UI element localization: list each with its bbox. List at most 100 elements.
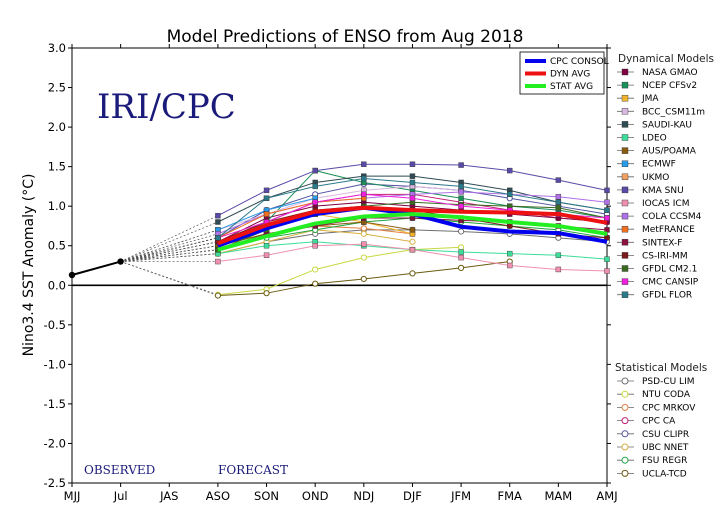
model-line <box>217 246 462 296</box>
model-point <box>507 250 513 257</box>
y-tick-label: -2.0 <box>44 436 66 450</box>
model-point <box>458 249 464 255</box>
statistical-legend-label: CSU CLIPR <box>642 430 689 440</box>
model-point <box>215 219 221 225</box>
y-tick-label: 3.0 <box>48 41 66 55</box>
x-tick-label: OND <box>302 489 329 503</box>
consensus-legend-label: STAT AVG <box>550 82 593 92</box>
model-point <box>457 264 465 271</box>
statistical-legend-swatch <box>621 430 629 438</box>
chart-title: Model Predictions of ENSO from Aug 2018 <box>167 27 524 47</box>
model-point <box>360 225 367 232</box>
dynamical-legend-label: ECMWF <box>642 160 676 170</box>
dynamical-legend-label: SAUDI-KAU <box>642 120 692 130</box>
model-point <box>360 254 367 261</box>
dynamical-legend: Dynamical Models NASA GMAO NCEP CFSv2 JMA B… <box>617 53 714 301</box>
x-tick-label: NDJ <box>353 489 374 503</box>
x-tick-label: FMA <box>498 489 523 503</box>
model-point <box>312 243 318 249</box>
model-point <box>215 235 221 241</box>
x-tick-label: AMJ <box>596 489 617 503</box>
dynamical-legend-swatch <box>621 68 629 76</box>
model-point <box>457 244 465 251</box>
model-point <box>458 162 464 168</box>
plot-frame <box>71 47 608 484</box>
watermark-label: IRI/CPC <box>97 87 236 127</box>
model-point <box>507 191 513 198</box>
model-point <box>215 212 221 219</box>
model-series <box>120 241 610 274</box>
model-point <box>263 290 270 297</box>
statistical-legend-swatch <box>621 443 629 451</box>
model-point <box>263 211 270 217</box>
series-layer <box>68 161 611 299</box>
statistical-legend-label: NTU CODA <box>642 390 691 400</box>
dynamical-legend-swatch <box>621 160 629 167</box>
model-point <box>409 195 416 201</box>
model-point <box>555 177 562 183</box>
model-point <box>361 161 367 167</box>
dynamical-legend-swatch <box>621 278 629 285</box>
model-point <box>409 246 416 253</box>
consensus-legend: CPC CONSOL DYN AVG STAT AVG <box>519 51 609 95</box>
dynamical-legend-label: GFDL CM2.1 <box>642 265 697 275</box>
consensus-line <box>217 212 608 252</box>
model-point <box>409 161 416 167</box>
x-tick-label: ASO <box>206 489 230 503</box>
model-point <box>604 256 610 262</box>
statistical-legend-swatch <box>621 469 629 477</box>
model-point <box>507 167 513 174</box>
model-connector <box>120 215 219 262</box>
dynamical-legend-label: NASA GMAO <box>642 68 698 78</box>
model-point <box>214 292 222 299</box>
model-point <box>555 266 562 273</box>
y-tick-label: -1.5 <box>44 397 66 411</box>
x-tick-label: DJF <box>403 489 422 503</box>
statistical-legend-swatch <box>621 390 629 398</box>
x-tick-label: JFM <box>450 489 471 503</box>
dynamical-legend-label: JMA <box>641 94 659 104</box>
model-point <box>263 243 270 249</box>
y-axis-label: Nino3.4 SST Anomaly (°C) <box>21 174 37 357</box>
model-series <box>120 195 367 262</box>
dynamical-legend-label: KMA SNU <box>642 186 684 196</box>
model-point <box>555 252 562 258</box>
observed-point <box>117 258 124 265</box>
observed-label: OBSERVED <box>84 463 155 477</box>
model-point <box>409 238 416 245</box>
statistical-legend-label: CPC MRKOV <box>642 403 696 413</box>
model-point <box>263 187 270 194</box>
model-point <box>263 195 270 201</box>
model-point <box>312 183 318 190</box>
statistical-legend-swatch <box>621 403 629 411</box>
dynamical-legend-swatch <box>621 212 629 220</box>
model-point <box>458 254 464 261</box>
model-series <box>120 258 513 299</box>
model-point <box>458 189 464 195</box>
model-connector <box>120 249 218 262</box>
x-tick-label: SON <box>254 489 279 503</box>
y-tick-label: -1.0 <box>44 357 66 371</box>
model-line <box>217 197 364 239</box>
model-line <box>217 185 462 231</box>
x-tick-label: JAS <box>159 489 178 503</box>
model-point <box>604 207 610 213</box>
model-point <box>360 230 367 237</box>
dynamical-legend-label: COLA CCSM4 <box>642 212 702 222</box>
model-point <box>604 187 610 194</box>
statistical-legend-header: Statistical Models <box>615 362 707 374</box>
statistical-legend-swatch <box>621 377 629 385</box>
statistical-legend-label: UCLA-TCD <box>642 469 687 479</box>
x-tick-label: Jul <box>113 489 128 503</box>
dynamical-legend-label: IOCAS ICM <box>642 199 689 209</box>
model-connector <box>120 221 219 262</box>
dynamical-legend-swatch <box>621 173 629 181</box>
model-connector <box>120 237 218 262</box>
consensus-legend-label: CPC CONSOL <box>550 57 609 67</box>
statistical-legend-label: CPC CA <box>642 417 676 427</box>
y-tick-label: -0.5 <box>44 318 66 332</box>
dynamical-legend-swatch <box>621 186 629 194</box>
y-tick-label: 2.0 <box>48 120 66 134</box>
forecast-label: FORECAST <box>218 463 288 477</box>
dynamical-legend-swatch <box>621 147 629 154</box>
